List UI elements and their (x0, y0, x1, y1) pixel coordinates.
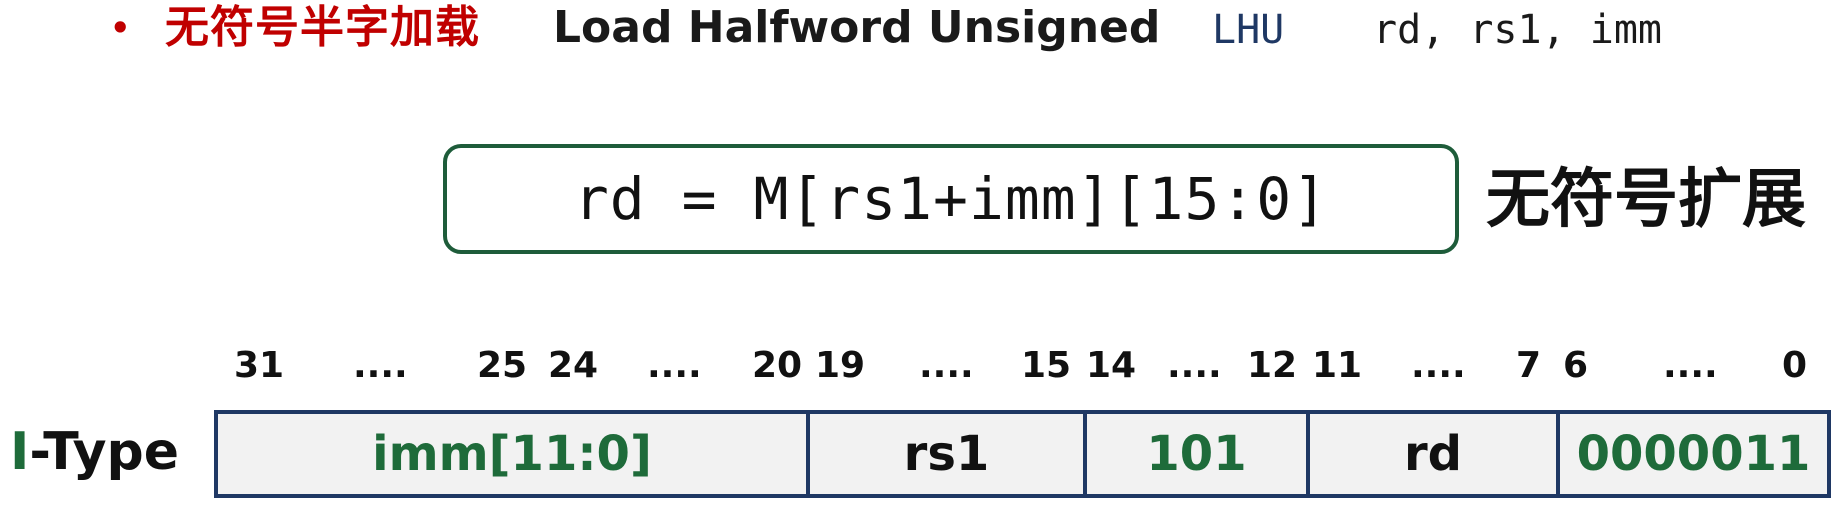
bit-dots: .... (1411, 345, 1466, 386)
bit-positions: 31 .... 25 24 .... 20 19 .... 15 14 ....… (214, 346, 1834, 386)
bit-25: 25 (477, 345, 528, 386)
bit-dots: .... (919, 345, 974, 386)
bit-31: 31 (234, 345, 285, 386)
formula-box: rd = M[rs1+imm][15:0] (443, 144, 1459, 254)
instruction-type-label: I-Type (10, 422, 179, 482)
instruction-operands: rd, rs1, imm (1373, 7, 1662, 53)
instruction-mnemonic: LHU (1212, 7, 1285, 53)
field-imm: imm[11:0] (218, 414, 810, 494)
bit-14: 14 (1086, 345, 1137, 386)
formula-expression: rd = M[rs1+imm][15:0] (573, 165, 1329, 233)
extension-note: 无符号扩展 (1486, 163, 1806, 237)
bit-dots: .... (1663, 345, 1718, 386)
type-letter: I (10, 422, 30, 482)
bit-dots: .... (353, 345, 408, 386)
bit-6: 6 (1563, 345, 1589, 386)
field-rd: rd (1310, 414, 1560, 494)
bit-0: 0 (1782, 345, 1808, 386)
bit-20: 20 (752, 345, 803, 386)
bit-11: 11 (1312, 345, 1363, 386)
bit-dots: .... (1167, 345, 1222, 386)
bit-24: 24 (548, 345, 599, 386)
type-suffix: -Type (29, 422, 179, 482)
bit-12: 12 (1247, 345, 1298, 386)
bit-dots: .... (647, 345, 702, 386)
instruction-encoding: imm[11:0] rs1 101 rd 0000011 (214, 410, 1831, 498)
bit-15: 15 (1021, 345, 1072, 386)
field-funct3: 101 (1087, 414, 1310, 494)
field-opcode: 0000011 (1576, 426, 1811, 482)
title-english: Load Halfword Unsigned (553, 2, 1161, 53)
bit-19: 19 (815, 345, 866, 386)
title-chinese: 无符号半字加载 (165, 2, 480, 53)
bullet-point: • (110, 9, 131, 47)
field-rs1: rs1 (810, 414, 1087, 494)
bit-7: 7 (1516, 345, 1542, 386)
